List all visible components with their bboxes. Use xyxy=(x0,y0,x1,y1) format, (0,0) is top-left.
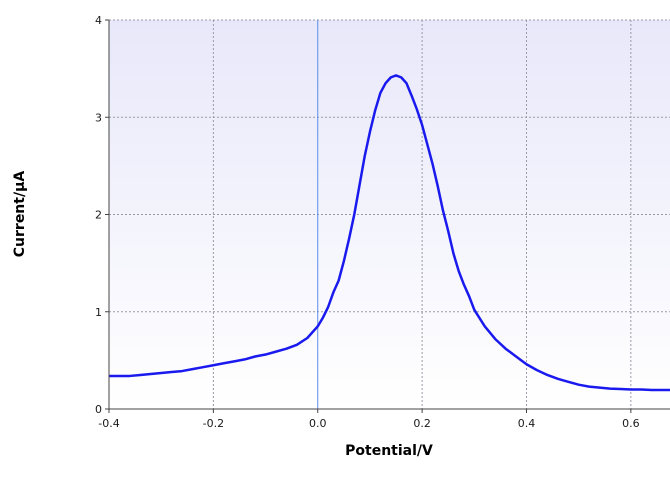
x-tick-label: 0.0 xyxy=(309,417,327,430)
y-tick-label: 3 xyxy=(95,111,102,124)
x-axis-title: Potential/V xyxy=(345,443,433,459)
y-axis-title: Current/μA xyxy=(12,171,28,258)
y-tick-label: 4 xyxy=(95,14,102,27)
x-tick-label: 0.6 xyxy=(622,417,640,430)
x-tick-label: 0.2 xyxy=(413,417,431,430)
y-tick-label: 1 xyxy=(95,306,102,319)
series-line xyxy=(109,74,670,392)
x-tick-label: 0.4 xyxy=(518,417,536,430)
y-axis-ticks: 0 1 2 3 4 xyxy=(95,14,109,416)
y-tick-label: 2 xyxy=(95,209,102,222)
x-tick-label: -0.4 xyxy=(98,417,119,430)
y-tick-label: 0 xyxy=(95,403,102,416)
x-axis-ticks: -0.4 -0.2 0.0 0.2 0.4 0.6 xyxy=(98,409,640,430)
x-tick-label: -0.2 xyxy=(203,417,224,430)
